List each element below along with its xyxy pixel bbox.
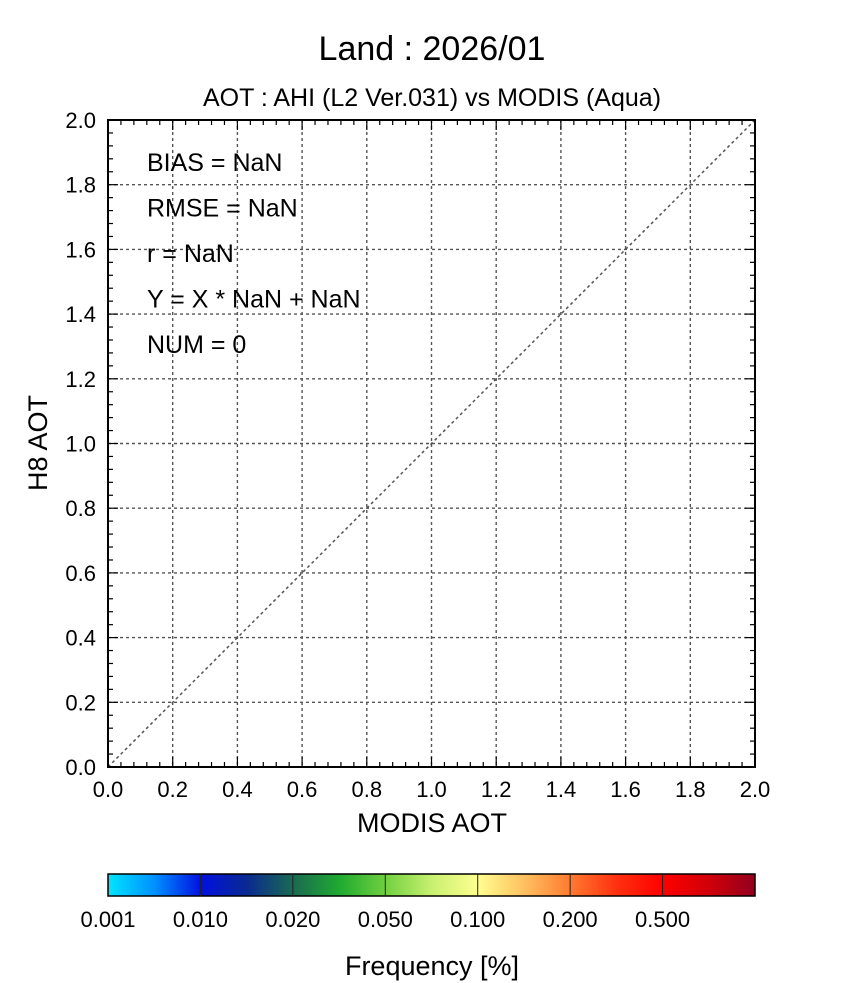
colorbar-segment (570, 874, 664, 896)
colorbar-tick-label: 0.010 (173, 907, 228, 932)
x-axis-label: MODIS AOT (357, 808, 507, 838)
x-tick-label: 1.8 (675, 777, 706, 802)
colorbar-tick-label: 0.200 (543, 907, 598, 932)
x-tick-label: 1.4 (546, 777, 577, 802)
chart-subtitle: AOT : AHI (L2 Ver.031) vs MODIS (Aqua) (203, 84, 661, 112)
y-tick-label: 2.0 (65, 108, 96, 133)
colorbar-label: Frequency [%] (345, 951, 519, 981)
x-tick-label: 0.6 (287, 777, 318, 802)
y-tick-labels: 0.0 0.2 0.4 0.6 0.8 1.0 1.2 1.4 1.6 1.8 2.0 (65, 108, 96, 780)
colorbar-tick-labels: 0.001 0.010 0.020 0.050 0.100 0.200 0.500 (80, 907, 690, 932)
colorbar-tick-label: 0.500 (635, 907, 690, 932)
stat-line: Y = X * NaN + NaN (147, 286, 361, 314)
colorbar-segment (292, 874, 386, 896)
stat-line: NUM = 0 (147, 331, 246, 359)
colorbar-tick-label: 0.100 (450, 907, 505, 932)
stat-line: RMSE = NaN (147, 195, 298, 223)
stat-line: r = NaN (147, 240, 234, 268)
chart-title: Land : 2026/01 (319, 30, 546, 68)
stats-annotations: BIAS = NaN RMSE = NaN r = NaN Y = X * NaN +… (147, 149, 361, 359)
colorbar-frame (107, 873, 756, 897)
y-tick-label: 1.2 (65, 367, 96, 392)
y-tick-label: 0.6 (65, 561, 96, 586)
x-tick-label: 2.0 (740, 777, 771, 802)
colorbar-tick-label: 0.001 (80, 907, 135, 932)
x-tick-label: 0.2 (157, 777, 188, 802)
y-tick-label: 1.6 (65, 237, 96, 262)
colorbar-segment (477, 874, 571, 896)
colorbar-segment (385, 874, 479, 896)
stat-line: BIAS = NaN (147, 149, 282, 177)
y-tick-label: 0.2 (65, 690, 96, 715)
y-tick-label: 0.4 (65, 626, 96, 651)
y-tick-label: 0.0 (65, 755, 96, 780)
colorbar-segment (108, 874, 201, 896)
colorbar-tick-label: 0.050 (358, 907, 413, 932)
colorbar-segment (200, 874, 294, 896)
y-tick-label: 1.8 (65, 173, 96, 198)
y-tick-label: 0.8 (65, 496, 96, 521)
colorbar-tick-label: 0.020 (265, 907, 320, 932)
x-tick-label: 1.6 (610, 777, 641, 802)
x-tick-label: 0.8 (352, 777, 383, 802)
x-tick-label: 0.4 (222, 777, 253, 802)
y-axis-label: H8 AOT (23, 395, 53, 491)
x-tick-label: 1.2 (481, 777, 512, 802)
y-tick-label: 1.4 (65, 302, 96, 327)
reference-line (107, 119, 756, 768)
x-tick-label: 0.0 (93, 777, 124, 802)
colorbar (107, 873, 756, 897)
y-tick-label: 1.0 (65, 432, 96, 457)
colorbar-segment (662, 874, 756, 896)
x-tick-labels: 0.0 0.2 0.4 0.6 0.8 1.0 1.2 1.4 1.6 1.8 2.0 (93, 777, 771, 802)
reference-line-group (107, 119, 756, 768)
axis-ticks (107, 119, 756, 768)
x-tick-label: 1.0 (416, 777, 447, 802)
